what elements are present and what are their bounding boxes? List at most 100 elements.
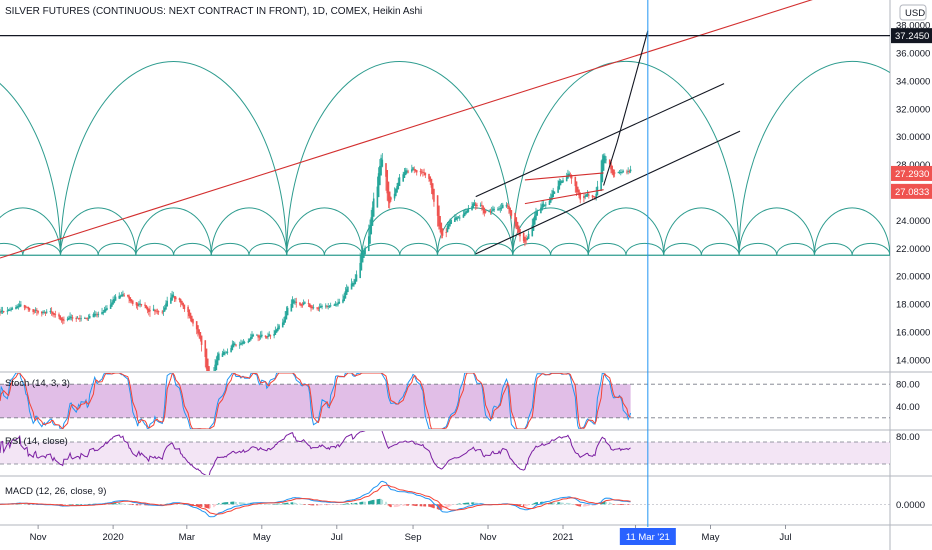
macd-label: MACD (12, 26, close, 9) xyxy=(5,486,106,497)
cycle-arc-small[interactable] xyxy=(512,242,552,256)
currency-badge[interactable] xyxy=(899,4,927,21)
cycle-arc-small[interactable] xyxy=(0,242,24,256)
cycle-arc-medium[interactable] xyxy=(436,207,514,256)
candle-body xyxy=(233,343,236,346)
candle-body xyxy=(414,169,417,171)
candle-body xyxy=(45,311,48,313)
candle-body xyxy=(290,303,293,312)
macd-histogram-bar xyxy=(347,503,349,505)
macd-histogram-bar xyxy=(261,503,263,505)
macd-histogram-bar xyxy=(527,504,530,506)
cycle-arc-small[interactable] xyxy=(776,243,815,256)
macd-histogram-bar xyxy=(344,503,347,505)
candle-body xyxy=(337,302,339,305)
candle-body xyxy=(402,174,405,182)
cycle-arc-medium[interactable] xyxy=(210,207,288,256)
macd-histogram-bar xyxy=(471,502,473,505)
cycle-arc-small[interactable] xyxy=(625,242,665,256)
candle-body xyxy=(104,308,107,312)
cycle-arc-medium[interactable] xyxy=(60,207,137,256)
projection-path[interactable] xyxy=(603,30,649,186)
candle-body xyxy=(230,348,232,353)
macd-histogram-bar xyxy=(602,501,605,505)
trend-line-red[interactable] xyxy=(0,0,829,259)
cycle-arc-medium[interactable] xyxy=(587,207,665,256)
cycle-arc-small[interactable] xyxy=(248,242,288,256)
cycle-arc-small[interactable] xyxy=(738,242,778,256)
cycle-arc-large[interactable] xyxy=(0,61,61,256)
cycle-arc-small[interactable] xyxy=(550,242,589,256)
candle-body xyxy=(326,306,328,307)
candle-body xyxy=(492,208,494,212)
cycle-arc-large[interactable] xyxy=(512,60,740,256)
cycle-arc-small[interactable] xyxy=(286,242,325,256)
candle-body xyxy=(371,207,374,226)
macd-histogram-bar xyxy=(377,499,380,505)
cycle-arc-small[interactable] xyxy=(60,242,99,256)
candle-body xyxy=(240,342,242,345)
price-axis-tick: 32.0000 xyxy=(896,104,930,115)
candle-body xyxy=(610,161,612,170)
candle-body xyxy=(66,318,69,321)
cycle-arc-large[interactable] xyxy=(286,60,514,256)
cycle-arc-small[interactable] xyxy=(399,242,438,256)
channel-line[interactable] xyxy=(475,130,741,255)
cycle-arc-medium[interactable] xyxy=(738,207,815,256)
cycle-arc-medium[interactable] xyxy=(813,207,890,256)
candle-body xyxy=(2,311,5,313)
cycle-arc-small[interactable] xyxy=(361,242,401,256)
candle-body xyxy=(393,193,396,199)
cycle-arc-small[interactable] xyxy=(210,242,250,256)
macd-histogram-bar xyxy=(69,504,71,505)
cycle-arc-small[interactable] xyxy=(663,242,702,256)
candle-body xyxy=(381,159,384,167)
macd-histogram-bar xyxy=(269,504,272,505)
cycle-arc-large[interactable] xyxy=(60,60,288,256)
candle-body xyxy=(499,208,502,210)
cycle-arc-small[interactable] xyxy=(851,242,890,256)
candle-body xyxy=(238,344,241,346)
drawing-lines[interactable] xyxy=(0,0,932,259)
cycle-arc-small[interactable] xyxy=(323,242,363,256)
candle-body xyxy=(344,291,347,299)
macd-histogram-bar xyxy=(450,504,452,506)
cycle-arc-small[interactable] xyxy=(173,242,212,256)
candle-body xyxy=(574,176,577,187)
candle-body xyxy=(428,173,430,179)
candle-body xyxy=(364,247,366,255)
channel-line[interactable] xyxy=(524,172,604,181)
cycle-arc-medium[interactable] xyxy=(286,207,363,256)
cycle-arc-small[interactable] xyxy=(135,242,175,256)
channel-line[interactable] xyxy=(524,189,604,205)
candle-body xyxy=(430,178,433,188)
macd-histogram-bar xyxy=(25,504,27,505)
cycle-arc-small[interactable] xyxy=(813,242,853,256)
cycle-arc-medium[interactable] xyxy=(135,207,212,256)
cycle-arc-small[interactable] xyxy=(587,242,627,256)
candle-body xyxy=(455,217,457,221)
macd-histogram-bar xyxy=(70,504,73,505)
stoch-d-line xyxy=(0,373,631,429)
macd-histogram-bar xyxy=(316,504,318,506)
cycle-arc-medium[interactable] xyxy=(361,207,438,256)
candle-body xyxy=(23,305,26,308)
cycle-arc-small[interactable] xyxy=(436,242,476,256)
candle-body xyxy=(578,189,580,196)
macd-histogram-bar xyxy=(557,502,559,505)
cycle-arc-medium[interactable] xyxy=(0,207,61,256)
candle-body xyxy=(225,352,227,354)
cycle-arc-small[interactable] xyxy=(474,242,514,256)
cycle-arc-medium[interactable] xyxy=(663,207,740,256)
candle-body xyxy=(204,340,207,357)
macd-histogram-bar xyxy=(171,503,173,505)
candle-body xyxy=(476,205,478,206)
candle-body xyxy=(7,309,10,312)
channel-line[interactable] xyxy=(475,83,725,198)
candle-body xyxy=(397,182,400,190)
candle-body xyxy=(612,169,615,176)
time-axis-tick: Nov xyxy=(30,532,47,543)
cycle-arc-small[interactable] xyxy=(700,242,740,256)
macd-histogram-bar xyxy=(522,504,525,507)
cycle-arc-small[interactable] xyxy=(97,242,137,256)
